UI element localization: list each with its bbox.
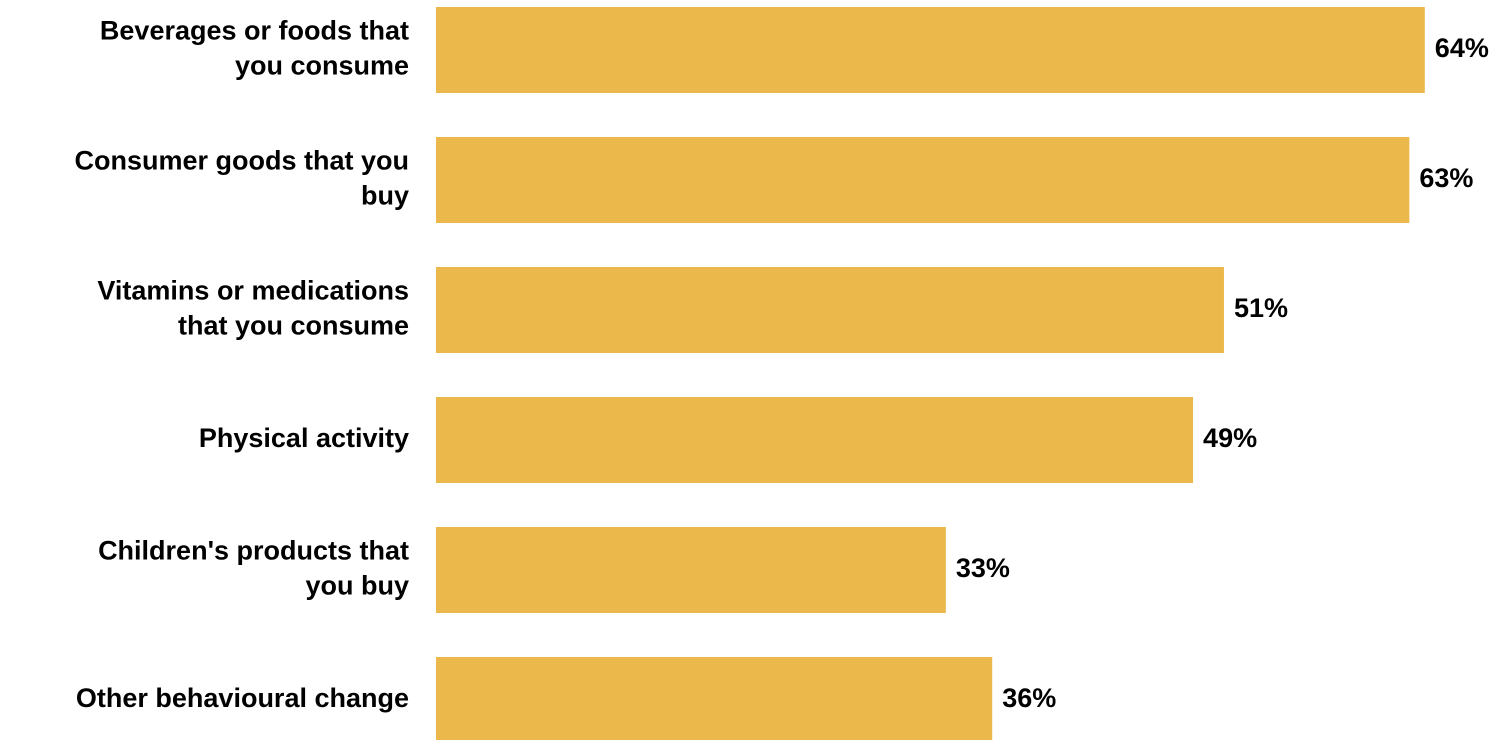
category-label-line: you buy	[305, 571, 409, 601]
category-label: Beverages or foods that you consume	[100, 16, 409, 81]
bar	[436, 527, 946, 613]
category-label: Consumer goods that you buy	[74, 146, 409, 211]
category-label-line: Beverages or foods that	[100, 16, 409, 46]
value-label: 33%	[956, 553, 1010, 583]
category-labels-group: Beverages or foods that you consume Consum…	[74, 16, 409, 714]
category-label-line: you consume	[235, 51, 409, 81]
bar	[436, 137, 1409, 223]
category-label-line: Consumer goods that you	[74, 146, 409, 176]
category-label-line: Other behavioural change	[76, 683, 409, 713]
category-label-line: Physical activity	[199, 423, 409, 453]
value-label: 64%	[1435, 33, 1489, 63]
category-label-line: buy	[361, 181, 409, 211]
bar	[436, 267, 1224, 353]
value-labels-group: 64% 63% 51% 49% 33% 36%	[956, 33, 1489, 713]
value-label: 49%	[1203, 423, 1257, 453]
category-label: Other behavioural change	[76, 683, 409, 713]
category-label-line: Children's products that	[98, 536, 409, 566]
bar	[436, 7, 1425, 93]
category-label: Vitamins or medications that you consume	[97, 276, 409, 341]
category-label: Physical activity	[199, 423, 409, 453]
category-label-line: Vitamins or medications	[97, 276, 409, 306]
value-label: 63%	[1419, 163, 1473, 193]
bar	[436, 397, 1193, 483]
category-label: Children's products that you buy	[98, 536, 409, 601]
value-label: 51%	[1234, 293, 1288, 323]
bar	[436, 657, 992, 740]
category-label-line: that you consume	[178, 311, 409, 341]
bars-group	[436, 7, 1425, 740]
value-label: 36%	[1002, 683, 1056, 713]
